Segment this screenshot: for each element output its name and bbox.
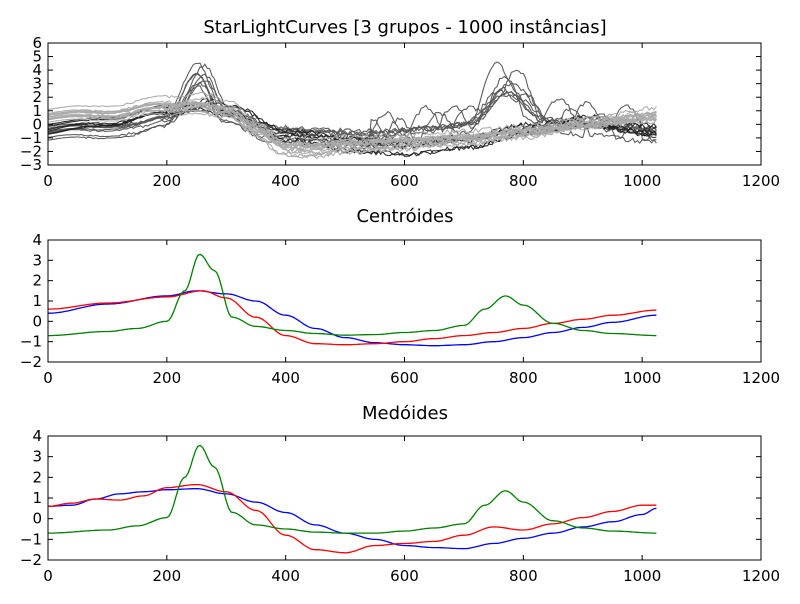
curve-line-8 bbox=[48, 72, 657, 137]
y-tick-label: 2 bbox=[32, 468, 42, 486]
panel-3-lines bbox=[48, 444, 657, 554]
y-tick-label: 1 bbox=[32, 489, 42, 507]
series-line-3 bbox=[48, 444, 657, 534]
y-tick-label: −3 bbox=[20, 156, 42, 174]
x-tick-label: 800 bbox=[509, 567, 538, 585]
panel-3-plot-area: 0 200 400 600 800 1000 1200 −2 −1 0 1 2 3 4 bbox=[20, 427, 780, 585]
y-tick-label: 5 bbox=[32, 48, 42, 66]
x-tick-label: 800 bbox=[509, 172, 538, 190]
y-tick-label: 0 bbox=[32, 312, 42, 330]
curve-line-28 bbox=[48, 100, 657, 151]
panel-1-title: StarLightCurves [3 grupos - 1000 instânc… bbox=[203, 17, 606, 38]
x-tick-label: 200 bbox=[153, 172, 182, 190]
y-tick-label: −1 bbox=[20, 333, 42, 351]
y-tick-label: 3 bbox=[32, 448, 42, 466]
x-tick-label: 0 bbox=[43, 567, 53, 585]
y-tick-label: 2 bbox=[32, 88, 42, 106]
panel-1-lines bbox=[48, 61, 657, 160]
curve-line-25 bbox=[48, 92, 657, 152]
x-tick-label: 400 bbox=[271, 172, 300, 190]
curve-line-6 bbox=[48, 80, 657, 135]
y-tick-label: −1 bbox=[20, 129, 42, 147]
y-tick-label: 0 bbox=[32, 115, 42, 133]
y-tick-label: −2 bbox=[20, 142, 42, 160]
x-tick-label: 1000 bbox=[623, 369, 661, 387]
y-tick-label: 3 bbox=[32, 251, 42, 269]
x-tick-label: 600 bbox=[390, 369, 419, 387]
y-tick-label: 1 bbox=[32, 292, 42, 310]
x-tick-label: 800 bbox=[509, 369, 538, 387]
x-tick-label: 1000 bbox=[623, 172, 661, 190]
x-tick-label: 400 bbox=[271, 567, 300, 585]
y-tick-label: 2 bbox=[32, 272, 42, 290]
x-tick-label: 1200 bbox=[742, 567, 780, 585]
curve-line-4 bbox=[48, 63, 657, 137]
x-tick-label: 600 bbox=[390, 567, 419, 585]
y-tick-label: 4 bbox=[32, 61, 42, 79]
x-tick-label: 200 bbox=[153, 369, 182, 387]
y-tick-label: −2 bbox=[20, 353, 42, 371]
panel-2: Centróides 0 200 400 600 800 1000 1200−2−10123… bbox=[20, 206, 780, 387]
y-tick-label: −2 bbox=[20, 551, 42, 569]
panel-3-title: Medóides bbox=[362, 403, 448, 424]
panel-2-title: Centróides bbox=[356, 206, 453, 227]
y-tick-label: 1 bbox=[32, 102, 42, 120]
x-tick-label: 0 bbox=[43, 369, 53, 387]
series-line-1 bbox=[48, 488, 657, 550]
x-tick-label: 400 bbox=[271, 369, 300, 387]
y-tick-label: −1 bbox=[20, 530, 42, 548]
panel-1: StarLightCurves [3 grupos - 1000 instânc… bbox=[20, 17, 780, 190]
x-tick-label: 0 bbox=[43, 172, 53, 190]
y-tick-label: 4 bbox=[32, 231, 42, 249]
series-line-2 bbox=[48, 483, 657, 554]
panel-3: Medóides 0 200 400 600 800 1000 1200 −2 −1 0 1 2 3 4 bbox=[20, 403, 780, 585]
x-tick-label: 200 bbox=[153, 567, 182, 585]
x-tick-label: 1200 bbox=[742, 369, 780, 387]
curve-line-27 bbox=[48, 108, 657, 147]
panel-2-lines bbox=[48, 253, 657, 347]
y-tick-label: 6 bbox=[32, 34, 42, 52]
x-tick-label: 600 bbox=[390, 172, 419, 190]
x-tick-label: 1000 bbox=[623, 567, 661, 585]
y-tick-label: 3 bbox=[32, 75, 42, 93]
y-tick-label: 4 bbox=[32, 427, 42, 445]
y-tick-label: 0 bbox=[32, 510, 42, 528]
x-tick-label: 1200 bbox=[742, 172, 780, 190]
series-line-3 bbox=[48, 253, 657, 337]
